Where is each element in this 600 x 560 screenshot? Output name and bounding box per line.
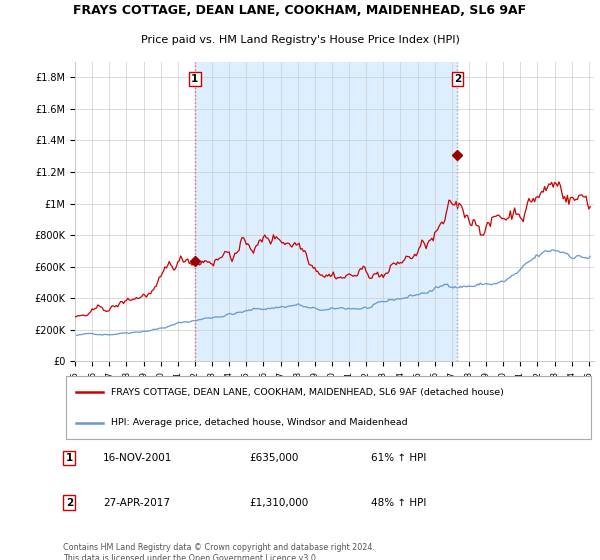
Text: 2: 2 [65, 497, 73, 507]
Text: FRAYS COTTAGE, DEAN LANE, COOKHAM, MAIDENHEAD, SL6 9AF (detached house): FRAYS COTTAGE, DEAN LANE, COOKHAM, MAIDE… [111, 388, 503, 396]
Text: £635,000: £635,000 [249, 453, 298, 463]
Text: 1: 1 [191, 74, 199, 84]
Text: 27-APR-2017: 27-APR-2017 [103, 497, 170, 507]
Text: Contains HM Land Registry data © Crown copyright and database right 2024.
This d: Contains HM Land Registry data © Crown c… [63, 543, 375, 560]
Text: 61% ↑ HPI: 61% ↑ HPI [371, 453, 427, 463]
FancyBboxPatch shape [65, 376, 592, 439]
Text: 16-NOV-2001: 16-NOV-2001 [103, 453, 172, 463]
Text: 2: 2 [454, 74, 461, 84]
Text: FRAYS COTTAGE, DEAN LANE, COOKHAM, MAIDENHEAD, SL6 9AF: FRAYS COTTAGE, DEAN LANE, COOKHAM, MAIDE… [73, 4, 527, 17]
Bar [195, 62, 457, 361]
Text: 48% ↑ HPI: 48% ↑ HPI [371, 497, 427, 507]
Text: HPI: Average price, detached house, Windsor and Maidenhead: HPI: Average price, detached house, Wind… [111, 418, 407, 427]
Text: £1,310,000: £1,310,000 [249, 497, 308, 507]
Text: 1: 1 [65, 453, 73, 463]
Text: Price paid vs. HM Land Registry's House Price Index (HPI): Price paid vs. HM Land Registry's House … [140, 35, 460, 45]
